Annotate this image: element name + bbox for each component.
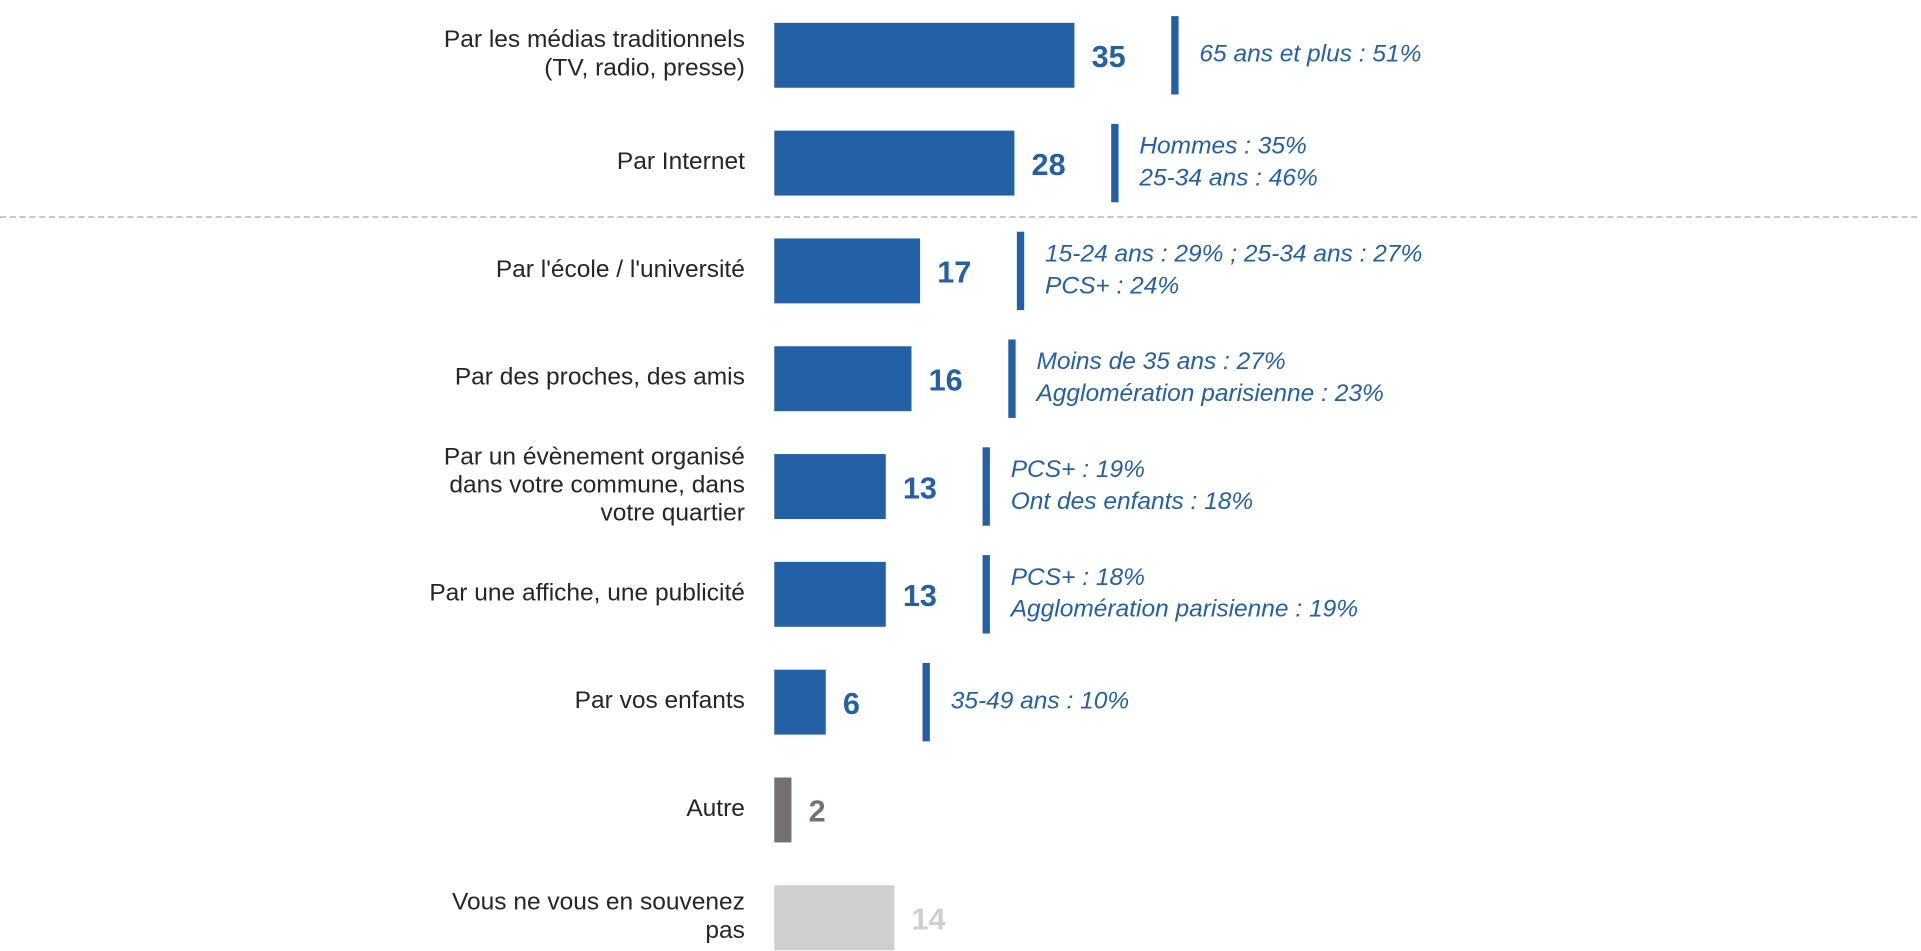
annotation: 15-24 ans : 29% ; 25-34 ans : 27% <box>1045 240 1422 267</box>
annotation: PCS+ : 24% <box>1045 272 1179 299</box>
annotation-rule <box>922 662 930 742</box>
value-label: 14 <box>911 903 945 937</box>
category-label: Par une affiche, une publicité <box>429 580 745 607</box>
annotation-rule <box>982 447 990 526</box>
bar <box>774 130 1015 196</box>
bar <box>774 561 886 627</box>
annotation-rule <box>1171 16 1179 95</box>
value-label: 6 <box>843 687 860 721</box>
annotation: Agglomération parisienne : 23% <box>1034 380 1383 407</box>
annotation: 25-34 ans : 46% <box>1138 164 1317 191</box>
value-label: 13 <box>903 579 937 613</box>
value-label: 28 <box>1032 148 1066 182</box>
category-label: Par Internet <box>617 149 745 176</box>
annotation: PCS+ : 19% <box>1011 456 1145 483</box>
bar <box>774 777 792 843</box>
category-label: Par un évènement organisé dans votre comm… <box>444 444 745 527</box>
category-label: Vous ne vous en souvenez pas <box>452 889 745 944</box>
annotation: 65 ans et plus : 51% <box>1199 41 1421 68</box>
value-label: 35 <box>1092 40 1126 74</box>
annotation: 35-49 ans : 10% <box>951 688 1129 715</box>
value-label: 17 <box>937 256 971 290</box>
value-label: 13 <box>903 471 937 505</box>
category-label: Par des proches, des amis <box>455 364 745 391</box>
annotation-rule <box>1008 339 1016 418</box>
annotation: Hommes : 35% <box>1139 133 1306 160</box>
bar <box>774 885 895 951</box>
bar <box>774 22 1075 88</box>
annotation-rule <box>1111 123 1119 203</box>
annotation: Agglomération parisienne : 19% <box>1009 596 1358 623</box>
category-label: Autre <box>686 795 745 822</box>
category-label: Par vos enfants <box>575 688 745 715</box>
category-label: Par les médias traditionnels (TV, radio, … <box>444 27 745 82</box>
annotation: Moins de 35 ans : 27% <box>1036 348 1285 375</box>
annotation: Ont des enfants : 18% <box>1011 488 1253 515</box>
bar <box>774 669 826 735</box>
value-label: 16 <box>929 363 963 397</box>
annotation-rule <box>1016 231 1025 311</box>
annotation-rule <box>982 555 990 634</box>
annotation: PCS+ : 18% <box>1011 564 1145 591</box>
bar <box>774 238 921 304</box>
bar <box>774 346 912 412</box>
value-label: 2 <box>809 795 826 829</box>
category-label: Par l'école / l'université <box>496 256 745 283</box>
bar <box>774 454 886 519</box>
